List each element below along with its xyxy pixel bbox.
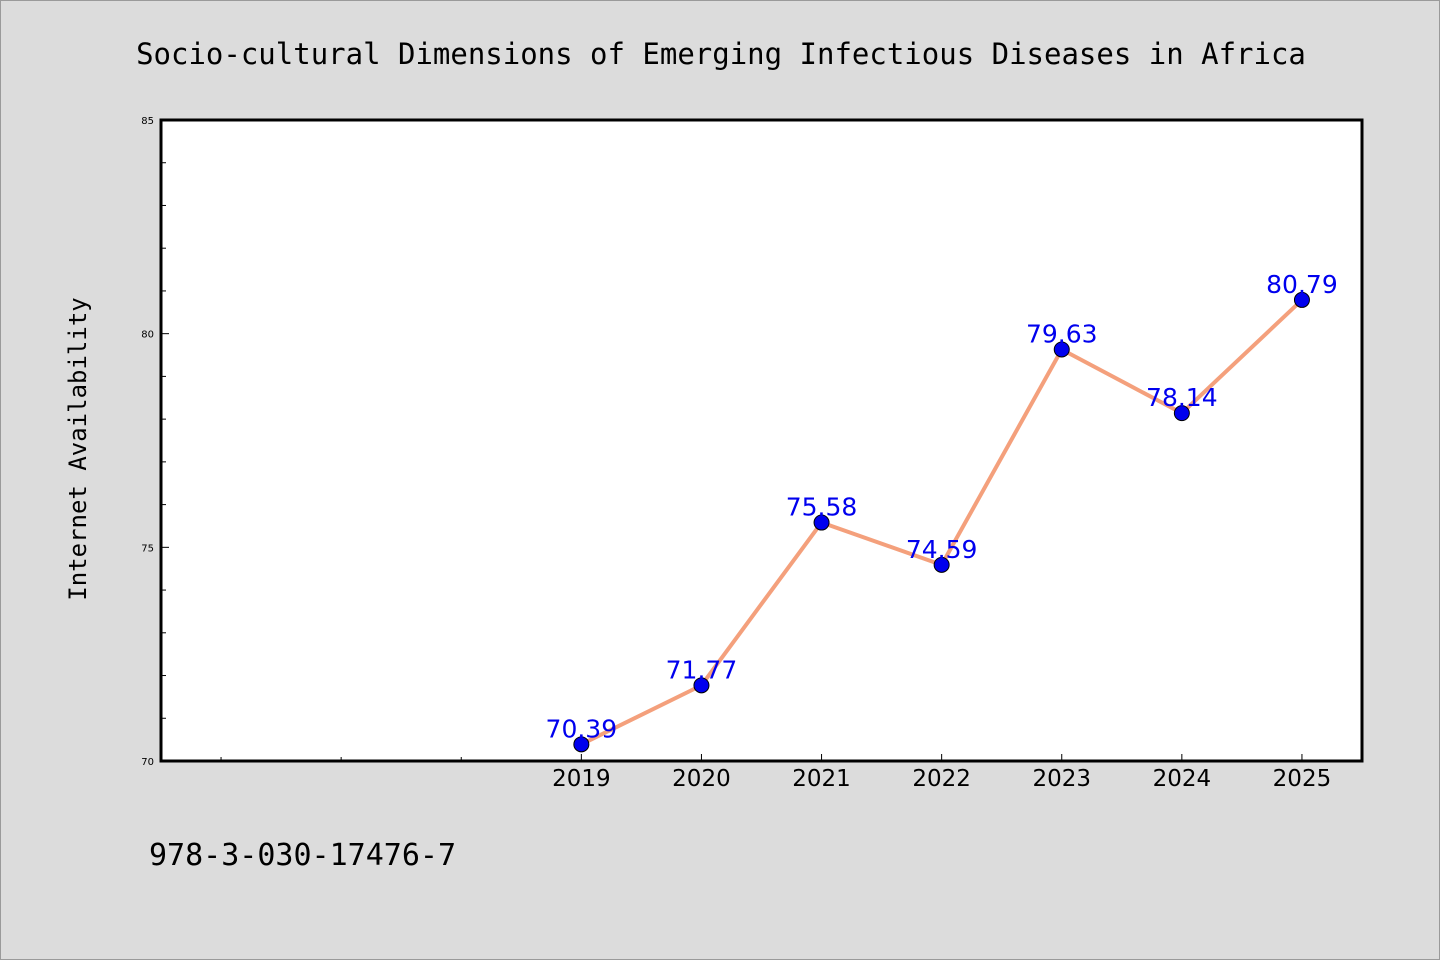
data-point — [1053, 341, 1070, 358]
y-tick-label: 85 — [141, 116, 154, 127]
data-point — [813, 514, 830, 531]
data-label: 74.59 — [906, 535, 978, 564]
data-point — [1293, 291, 1310, 308]
chart-title: Socio-cultural Dimensions of Emerging In… — [136, 37, 1306, 71]
data-label: 78.14 — [1146, 383, 1218, 412]
x-tick-label: 2024 — [1153, 766, 1212, 792]
data-point — [933, 556, 950, 573]
y-tick-label: 80 — [141, 330, 154, 341]
data-point — [573, 736, 590, 753]
data-label: 75.58 — [786, 493, 858, 522]
x-tick-label: 2022 — [912, 766, 971, 792]
data-label: 79.63 — [1026, 319, 1098, 348]
series-layer: 70.39 71.77 75.58 74.59 79.63 78.14 80.79 — [546, 270, 1338, 753]
y-tick-label: 75 — [141, 543, 154, 554]
y-axis-label: Internet Availability — [64, 297, 92, 600]
data-point — [1173, 405, 1190, 422]
y-axis-ticks: 70 75 80 85 — [141, 116, 169, 768]
y-tick-label: 70 — [141, 757, 154, 768]
x-tick-label: 2020 — [672, 766, 731, 792]
x-tick-label: 2025 — [1273, 766, 1332, 792]
data-label: 70.39 — [546, 714, 618, 743]
x-tick-label: 2023 — [1032, 766, 1091, 792]
x-axis-ticks: 2019 2020 2021 2022 2023 2024 2025 — [220, 754, 1332, 792]
data-point — [693, 677, 710, 694]
data-label: 80.79 — [1266, 270, 1338, 299]
isbn-annotation: 978-3-030-17476-7 — [149, 838, 456, 873]
x-tick-label: 2021 — [792, 766, 851, 792]
data-label: 71.77 — [666, 655, 738, 684]
x-tick-label: 2019 — [552, 766, 611, 792]
plot-area — [159, 118, 1364, 763]
